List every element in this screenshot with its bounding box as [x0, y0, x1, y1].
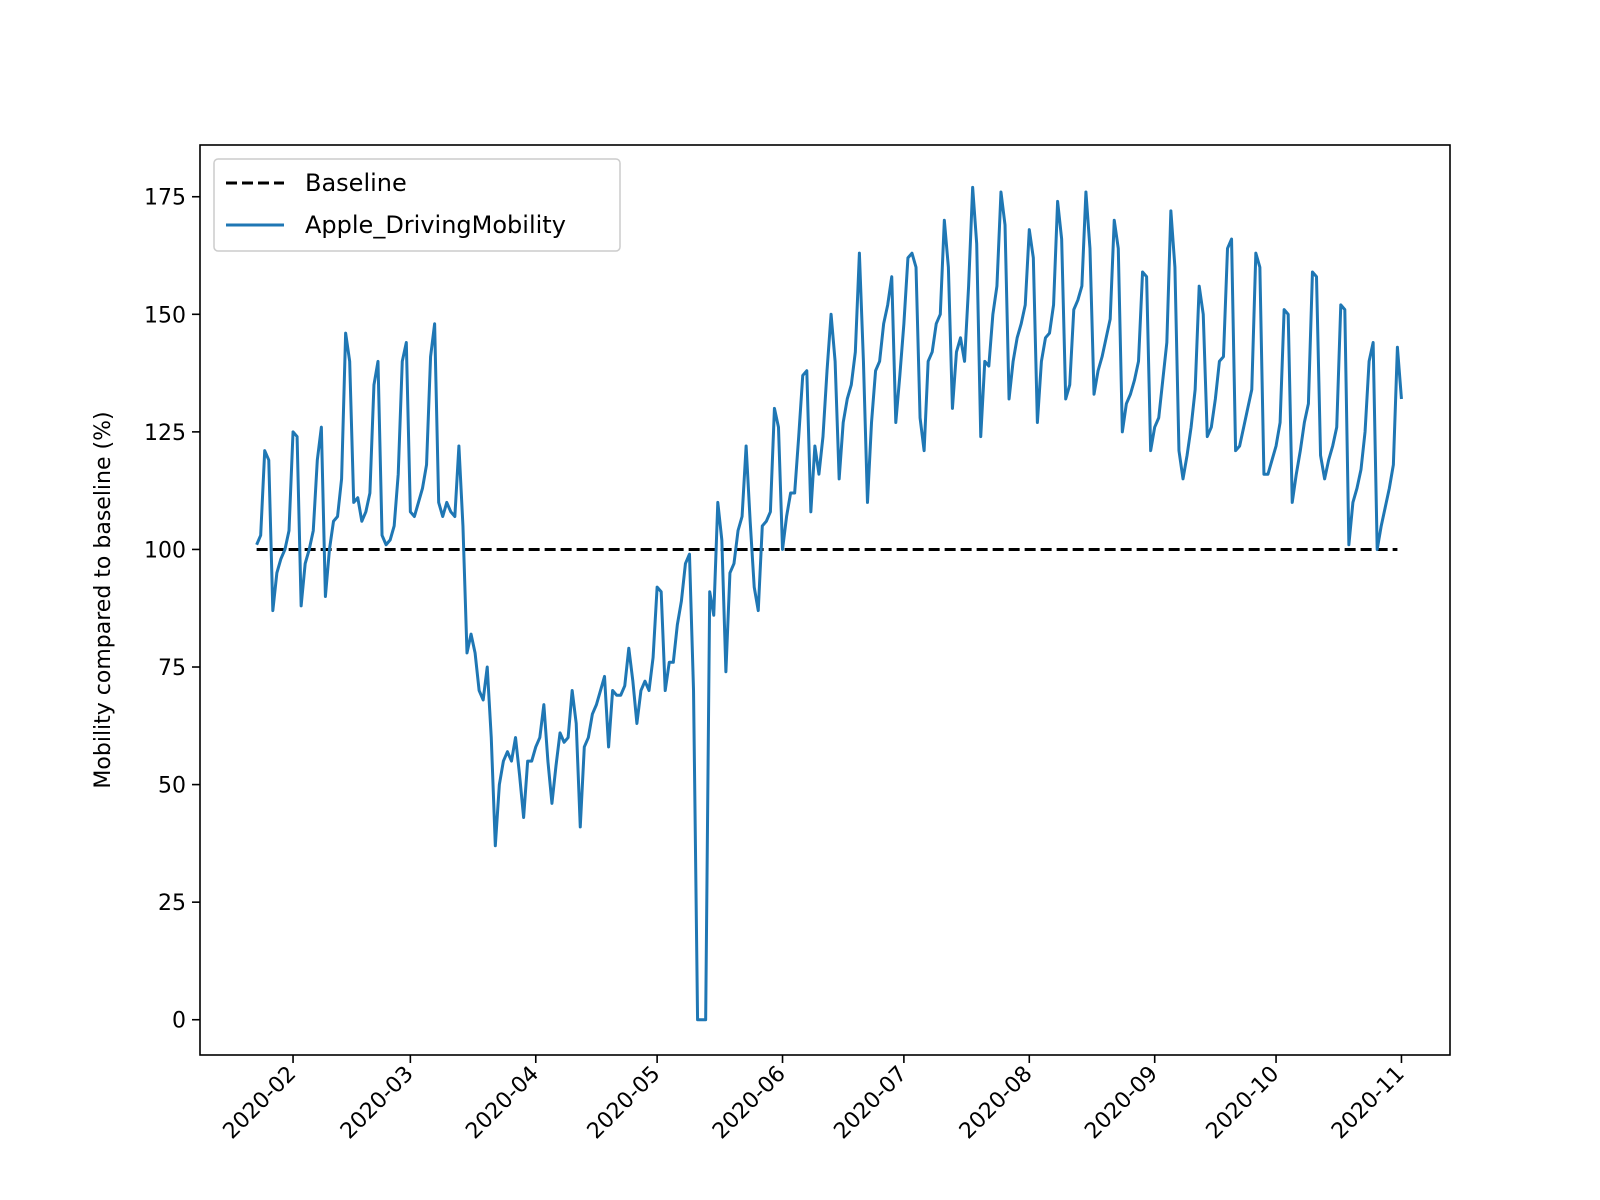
y-tick-label: 0: [172, 1009, 186, 1034]
y-tick-label: 50: [158, 774, 186, 799]
y-tick-label: 25: [158, 891, 186, 916]
axes-ticks: 0 25 50 75 100 125 150 175 2020-02 2020-03 2020-04…: [144, 186, 1410, 1145]
plot-frame: [199, 144, 1451, 1056]
x-tick-label: 2020-05: [583, 1062, 666, 1145]
x-tick-label: 2020-02: [219, 1062, 302, 1145]
legend-label-apple-driving-mobility: Apple_DrivingMobility: [305, 211, 566, 239]
y-tick-label: 125: [144, 421, 186, 446]
legend-box: [213, 158, 621, 252]
x-tick-label: 2020-04: [461, 1062, 544, 1145]
x-tick-label: 2020-10: [1202, 1062, 1285, 1145]
x-tick-label: 2020-08: [955, 1062, 1038, 1145]
y-tick-label: 75: [158, 656, 186, 681]
x-tick-label: 2020-06: [708, 1062, 791, 1145]
y-tick-label: 150: [144, 303, 186, 328]
x-tick-label: 2020-03: [336, 1062, 419, 1145]
x-tick-label: 2020-07: [829, 1062, 912, 1145]
plot-series: [255, 185, 1403, 1022]
x-tick-label: 2020-09: [1080, 1062, 1163, 1145]
y-tick-label: 100: [144, 538, 186, 563]
y-axis-label: Mobility compared to baseline (%): [91, 411, 116, 788]
legend: Baseline Apple_DrivingMobility: [213, 158, 621, 252]
x-tick-label: 2020-11: [1327, 1062, 1410, 1145]
legend-label-baseline: Baseline: [305, 169, 407, 197]
y-tick-label: 175: [144, 186, 186, 211]
series-line-apple-driving-mobility: [255, 185, 1403, 1022]
